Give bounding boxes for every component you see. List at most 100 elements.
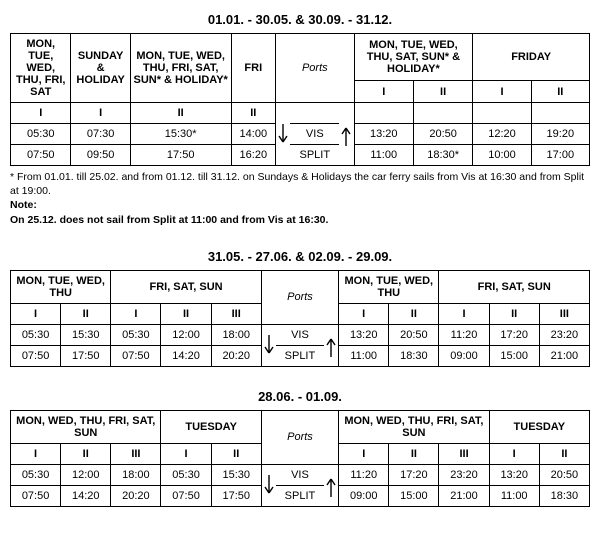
cell: 15:30* xyxy=(130,124,231,145)
col-sub: II xyxy=(61,303,111,324)
col-sub: II xyxy=(211,443,261,464)
cell: 05:30 xyxy=(11,124,71,145)
cell: 07:50 xyxy=(11,485,61,506)
season-2-table: MON, TUE, WED, THU FRI, SAT, SUN Ports M… xyxy=(10,270,590,367)
cell: 11:00 xyxy=(489,485,539,506)
arrow-down-icon xyxy=(264,468,274,502)
cell xyxy=(473,103,531,124)
arrow-up-cell xyxy=(324,464,339,506)
season-3-title: 28.06. - 01.09. xyxy=(10,389,590,404)
col-sub: I xyxy=(11,303,61,324)
col-sub: I xyxy=(489,443,539,464)
cell xyxy=(413,103,472,124)
cell: 12:20 xyxy=(473,124,531,145)
cell: 20:50 xyxy=(413,124,472,145)
col-head: FRI xyxy=(231,34,276,103)
season-1: 01.01. - 30.05. & 30.09. - 31.12. MON, T… xyxy=(10,12,590,227)
col-sub: II xyxy=(531,81,589,103)
col-head: MON, TUE, WED, THU, FRI, SAT xyxy=(11,34,71,103)
cell: 21:00 xyxy=(439,485,489,506)
col-head: MON, WED, THU, FRI, SAT, SUN xyxy=(11,410,161,443)
col-sub: II xyxy=(489,303,539,324)
cell: 07:30 xyxy=(71,124,130,145)
col-head: TUESDAY xyxy=(489,410,589,443)
arrow-up-cell xyxy=(339,103,354,166)
cell: 07:50 xyxy=(111,345,161,366)
cell: 11:00 xyxy=(339,345,389,366)
port-label: VIS xyxy=(276,464,324,485)
col-sub: III xyxy=(211,303,261,324)
cell: 20:50 xyxy=(539,464,589,485)
col-head: MON, TUE, WED, THU, FRI, SAT, SUN* & HOL… xyxy=(130,34,231,103)
ports-header: Ports xyxy=(261,270,338,324)
col-sub: I xyxy=(71,103,130,124)
cell: 07:50 xyxy=(11,145,71,166)
col-head: FRI, SAT, SUN xyxy=(111,270,261,303)
season-3: 28.06. - 01.09. MON, WED, THU, FRI, SAT,… xyxy=(10,389,590,507)
season-1-table: MON, TUE, WED, THU, FRI, SAT SUNDAY & HO… xyxy=(10,33,590,166)
cell: 05:30 xyxy=(11,324,61,345)
cell: 13:20 xyxy=(339,324,389,345)
cell: 13:20 xyxy=(354,124,413,145)
cell: 13:20 xyxy=(489,464,539,485)
cell: 07:50 xyxy=(11,345,61,366)
cell: 12:00 xyxy=(161,324,211,345)
cell: 09:00 xyxy=(339,485,389,506)
port-label: SPLIT xyxy=(276,485,324,506)
col-sub: II xyxy=(539,443,589,464)
note-text: * From 01.01. till 25.02. and from 01.12… xyxy=(10,171,584,197)
cell: 20:20 xyxy=(211,345,261,366)
arrow-up-icon xyxy=(326,328,336,362)
cell: 17:50 xyxy=(211,485,261,506)
arrow-up-icon xyxy=(326,468,336,502)
col-sub: II xyxy=(389,443,439,464)
col-sub: I xyxy=(339,303,389,324)
note-label: Note: xyxy=(10,199,37,211)
cell: 18:30* xyxy=(413,145,472,166)
cell: 18:00 xyxy=(111,464,161,485)
cell: 11:20 xyxy=(339,464,389,485)
cell: 23:20 xyxy=(539,324,589,345)
cell: 09:00 xyxy=(439,345,489,366)
col-sub: I xyxy=(11,103,71,124)
col-sub: I xyxy=(339,443,389,464)
cell: 23:20 xyxy=(439,464,489,485)
cell: 05:30 xyxy=(11,464,61,485)
col-head: FRI, SAT, SUN xyxy=(439,270,590,303)
cell: 09:50 xyxy=(71,145,130,166)
cell: 15:00 xyxy=(489,345,539,366)
note-text: On 25.12. does not sail from Split at 11… xyxy=(10,214,328,226)
col-sub: I xyxy=(354,81,413,103)
cell: 20:50 xyxy=(389,324,439,345)
cell: 19:20 xyxy=(531,124,589,145)
cell: 14:20 xyxy=(61,485,111,506)
arrow-down-icon xyxy=(264,328,274,362)
col-head: MON, TUE, WED, THU, SAT, SUN* & HOLIDAY* xyxy=(354,34,473,81)
arrow-up-icon xyxy=(341,112,351,156)
col-sub: II xyxy=(389,303,439,324)
cell: 17:20 xyxy=(489,324,539,345)
cell: 15:00 xyxy=(389,485,439,506)
port-label: VIS xyxy=(290,124,339,145)
cell: 07:50 xyxy=(161,485,211,506)
season-1-notes: * From 01.01. till 25.02. and from 01.12… xyxy=(10,170,590,227)
port-label: VIS xyxy=(276,324,324,345)
col-head: SUNDAY & HOLIDAY xyxy=(71,34,130,103)
ports-header: Ports xyxy=(261,410,338,464)
arrow-down-cell xyxy=(261,324,276,366)
season-2-title: 31.05. - 27.06. & 02.09. - 29.09. xyxy=(10,249,590,264)
cell: 05:30 xyxy=(111,324,161,345)
cell: 15:30 xyxy=(61,324,111,345)
arrow-down-cell xyxy=(261,464,276,506)
col-sub: I xyxy=(439,303,489,324)
cell: 12:00 xyxy=(61,464,111,485)
arrow-down-icon xyxy=(278,112,288,156)
col-sub: I xyxy=(161,443,211,464)
col-sub: III xyxy=(539,303,589,324)
col-sub: I xyxy=(111,303,161,324)
arrow-up-cell xyxy=(324,324,339,366)
col-sub: II xyxy=(130,103,231,124)
cell: 18:30 xyxy=(539,485,589,506)
col-head: MON, TUE, WED, THU xyxy=(339,270,439,303)
col-sub: II xyxy=(61,443,111,464)
